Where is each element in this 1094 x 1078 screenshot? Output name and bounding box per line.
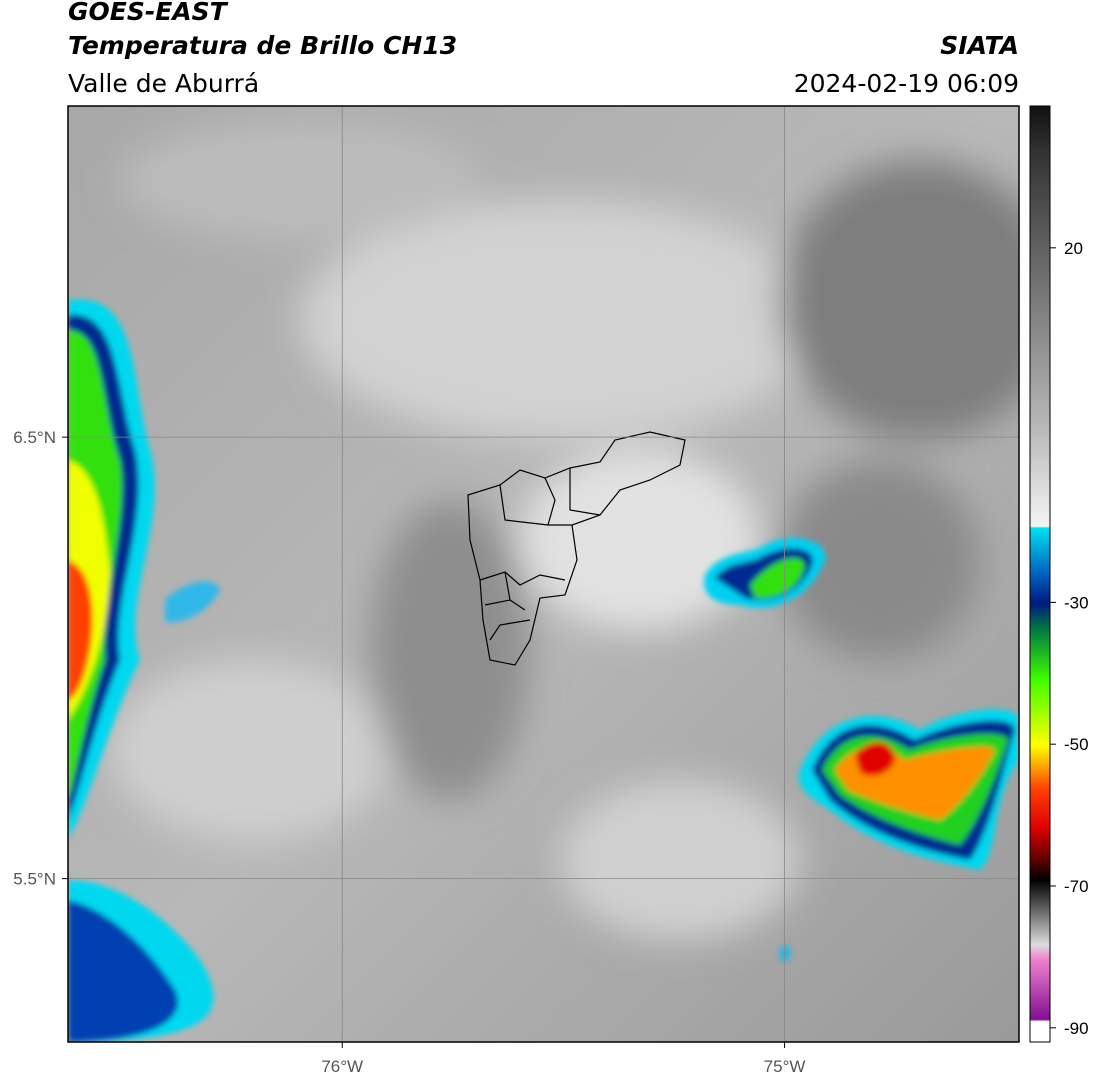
y-tick-label: 5.5°N [13, 870, 56, 889]
title: GOES-EAST [68, 0, 229, 26]
colorbar-tick-label: 20 [1064, 239, 1083, 258]
satellite-image [68, 106, 1019, 1042]
x-tick-label: 75°W [764, 1057, 806, 1076]
colorbar [1029, 105, 1051, 1043]
datetime: 2024-02-19 06:09 [794, 69, 1019, 98]
colorbar-tick-label: -70 [1064, 877, 1089, 896]
colorbar-tick-label: -50 [1064, 735, 1089, 754]
region: Valle de Aburrá [68, 69, 259, 98]
y-tick-label: 6.5°N [13, 428, 56, 447]
municipal-boundaries [467, 431, 686, 666]
colorbar-tick-label: -30 [1064, 593, 1089, 612]
x-tick-label: 76°W [321, 1057, 363, 1076]
subtitle: Temperatura de Brillo CH13 [68, 31, 457, 60]
graticule [68, 106, 1019, 1042]
colorbar-tick-label: -90 [1064, 1019, 1089, 1038]
source: SIATA [940, 31, 1019, 60]
map-frame [67, 105, 1020, 1043]
